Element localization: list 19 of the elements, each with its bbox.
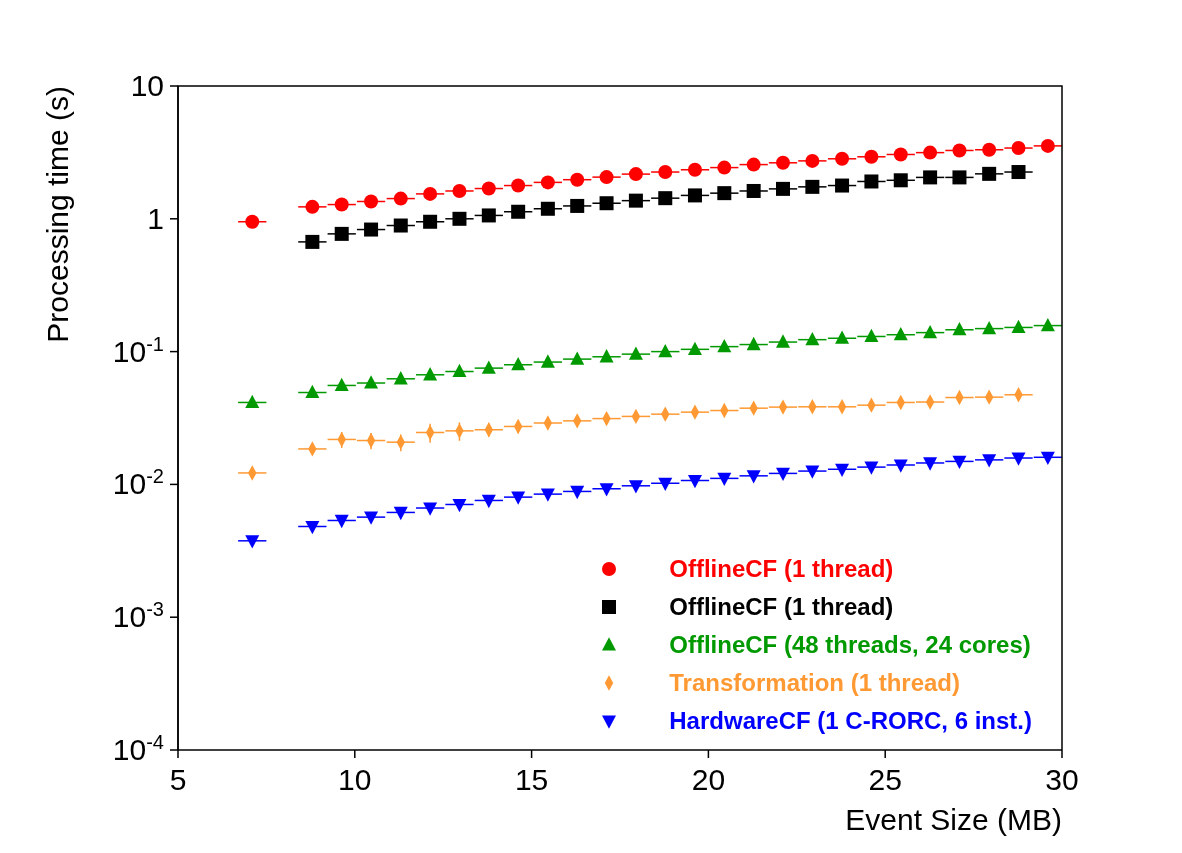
legend-label: Transformation (1 thread) [669,669,960,697]
legend-label: OfflineCF (1 thread) [669,555,894,583]
y-axis-title: Processing time (s) [41,86,74,343]
x-tick-label: 30 [1045,763,1079,796]
x-tick-label: 5 [169,763,187,796]
y-tick-label: 10$^{-3}$ [112,598,164,634]
y-tick-label: 10$^{-1}$ [112,332,164,368]
x-tick-label: 20 [691,763,726,796]
legend-label: HardwareCF (1 C-RORC, 6 inst.) [669,707,1032,735]
legend-label: OfflineCF (1 thread) [669,593,894,621]
x-tick-label: 15 [514,763,549,796]
y-tick-label: 1 [147,201,164,235]
y-tick-label: 10 [130,69,164,102]
x-tick-label: 25 [868,763,902,796]
legend-label: OfflineCF (48 threads, 24 cores) [669,631,1031,659]
y-tick-label: 10$^{-4}$ [112,731,164,766]
x-axis-title: Event Size (MB) [845,803,1062,836]
y-tick-label: 10$^{-2}$ [112,465,164,501]
x-tick-label: 10 [338,763,372,796]
